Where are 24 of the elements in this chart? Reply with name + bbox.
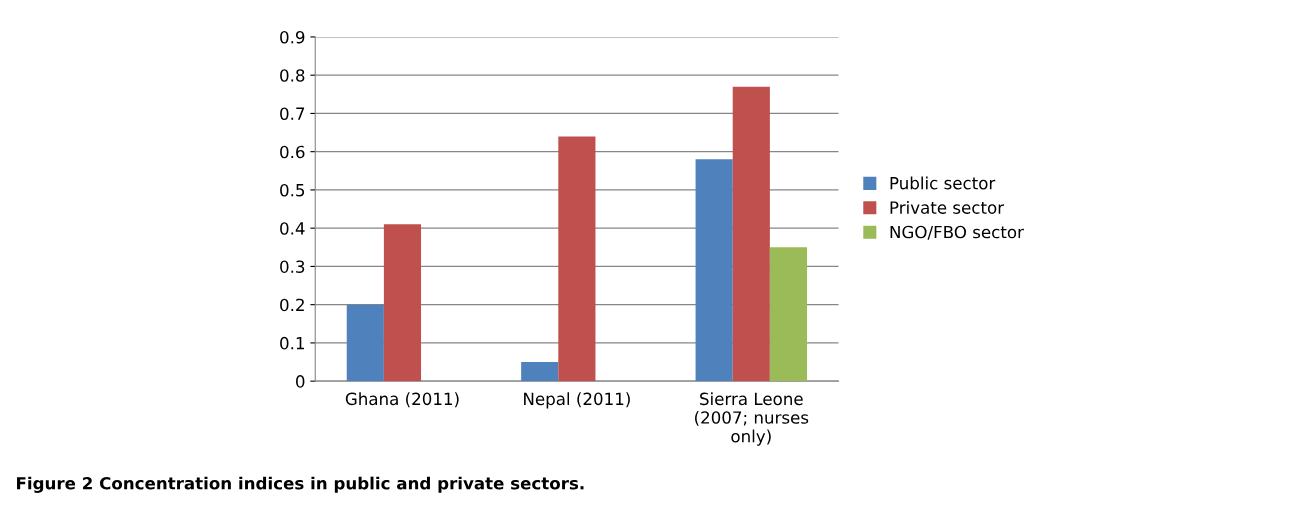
caption: Figure 2 Concentration indices in public and private sectors. — [17, 476, 584, 493]
bar — [769, 247, 808, 382]
y-tick-label: 0.1 — [280, 336, 304, 350]
bar — [383, 224, 422, 382]
y-tick-label: 0.3 — [280, 260, 305, 273]
legend-label: NGO/FBO sector — [890, 225, 1024, 240]
y-tick-label: 0.7 — [280, 107, 305, 120]
x-tick-label: Sierra Leone (2007; nurses only) — [695, 392, 809, 446]
bar — [521, 362, 559, 382]
bar — [558, 136, 596, 382]
y-tick-label: 0 — [296, 375, 305, 388]
y-tick-label: 0.2 — [280, 298, 304, 312]
y-tick-label: 0.8 — [280, 69, 305, 82]
legend-label: Public sector — [890, 176, 996, 190]
y-tick-label: 0.4 — [280, 222, 305, 235]
x-tick-label: Nepal (2011) — [524, 392, 630, 409]
x-tick-label: Ghana (2011) — [345, 392, 459, 408]
y-tick-label: 0.5 — [280, 183, 305, 197]
bar — [695, 159, 733, 382]
y-tick-label: 0.9 — [280, 30, 305, 44]
bar — [732, 86, 770, 382]
y-tick-label: 0.6 — [280, 145, 305, 159]
legend-label: Private sector — [890, 200, 1005, 214]
bar — [346, 304, 384, 382]
